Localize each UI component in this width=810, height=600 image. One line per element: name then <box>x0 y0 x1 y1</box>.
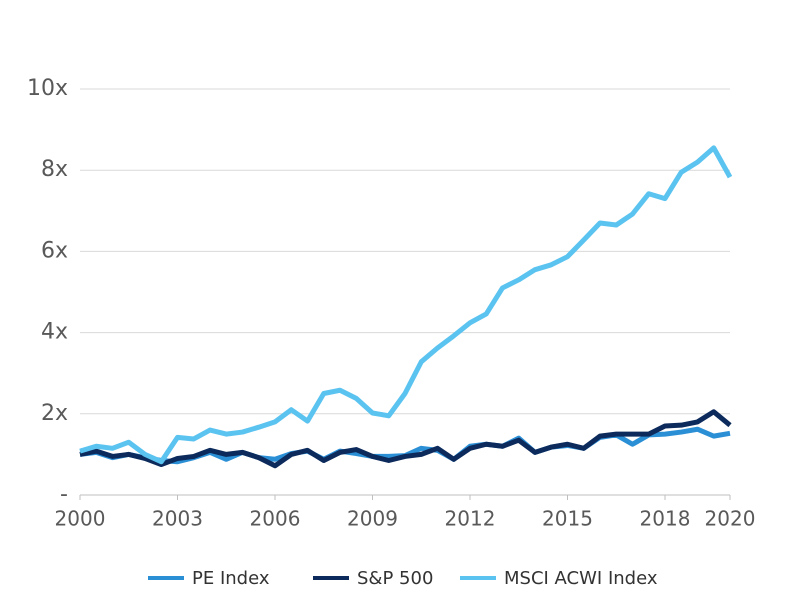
series-line <box>79 145 733 465</box>
x-tick-label: 2020 <box>705 507 756 531</box>
x-tick-label: 2012 <box>445 507 496 531</box>
x-tick-label: 2018 <box>640 507 691 531</box>
y-tick-label: 4x <box>41 320 68 345</box>
y-tick-label: 10x <box>27 76 68 101</box>
x-tick-label: 2006 <box>250 507 301 531</box>
series-line <box>79 409 732 469</box>
y-tick-label: - <box>60 482 68 507</box>
legend-label: PE Index <box>192 568 270 589</box>
legend-label: MSCI ACWI Index <box>504 568 658 589</box>
legend-label: S&P 500 <box>357 568 433 589</box>
x-tick-label: 2003 <box>152 507 203 531</box>
y-tick-label: 2x <box>41 401 68 426</box>
y-tick-label: 8x <box>41 157 68 182</box>
y-tick-label: 6x <box>41 238 68 263</box>
x-tick-label: 2009 <box>347 507 398 531</box>
x-tick-label: 2000 <box>55 507 106 531</box>
x-tick-label: 2015 <box>542 507 593 531</box>
